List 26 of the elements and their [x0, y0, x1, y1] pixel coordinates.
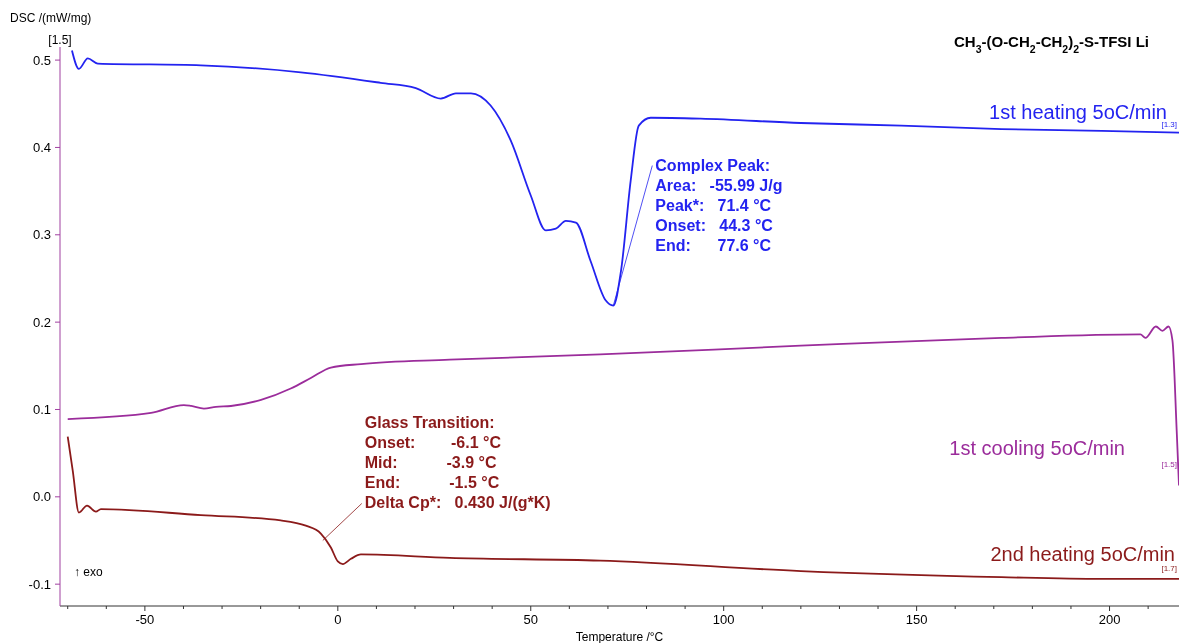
y-tick-label: 0.2: [32, 314, 51, 330]
x-tick-label: 150: [905, 612, 928, 627]
annotation: Complex Peak: Area: -55.99 J/g Peak*: 71.4 °C Onset: 44.3 °C End: 77.6 °C: [655, 156, 783, 254]
x-axis-title: Temperature /°C: [575, 630, 664, 643]
line-series: [66, 435, 1179, 580]
y-axis-title: DSC /(mW/mg): [10, 11, 92, 25]
annotation: [1.7]: [1161, 563, 1177, 573]
series-label: 2nd heating 5oC/min: [990, 542, 1175, 565]
y-tick-label: 0.5: [32, 52, 51, 68]
y-tick-label: 0.4: [32, 139, 51, 155]
x-tick-label: 200: [1098, 612, 1121, 627]
y-tick-label: 0.0: [32, 489, 51, 505]
text: [1.5]: [48, 33, 72, 47]
y-tick-label: 0.1: [32, 401, 51, 417]
y-tick-label: -0.1: [28, 576, 51, 592]
annotation: ↑ exo: [74, 565, 104, 579]
y-tick-label: 0.3: [32, 227, 51, 243]
annotation: [1.5]: [1161, 460, 1177, 470]
x-tick-label: -50: [135, 612, 155, 627]
chart-title: CH$_{3}$-(O-CH$_{2}$-CH$_{2}$)$_{2}$-S-TFSI Li: [953, 33, 1149, 55]
line-series: [66, 325, 1179, 487]
annotation: Glass Transition: Onset: -6.1 °C Mid: -3.9 °C End: -1.5 °C Delta Cp*: 0.430 J/(g*K): [364, 414, 551, 512]
x-tick-label: 50: [523, 612, 538, 627]
text: 1st cooling 5oC/min: [949, 437, 1125, 460]
x-tick-label: 0: [334, 612, 342, 627]
x-tick-label: 100: [712, 612, 735, 627]
